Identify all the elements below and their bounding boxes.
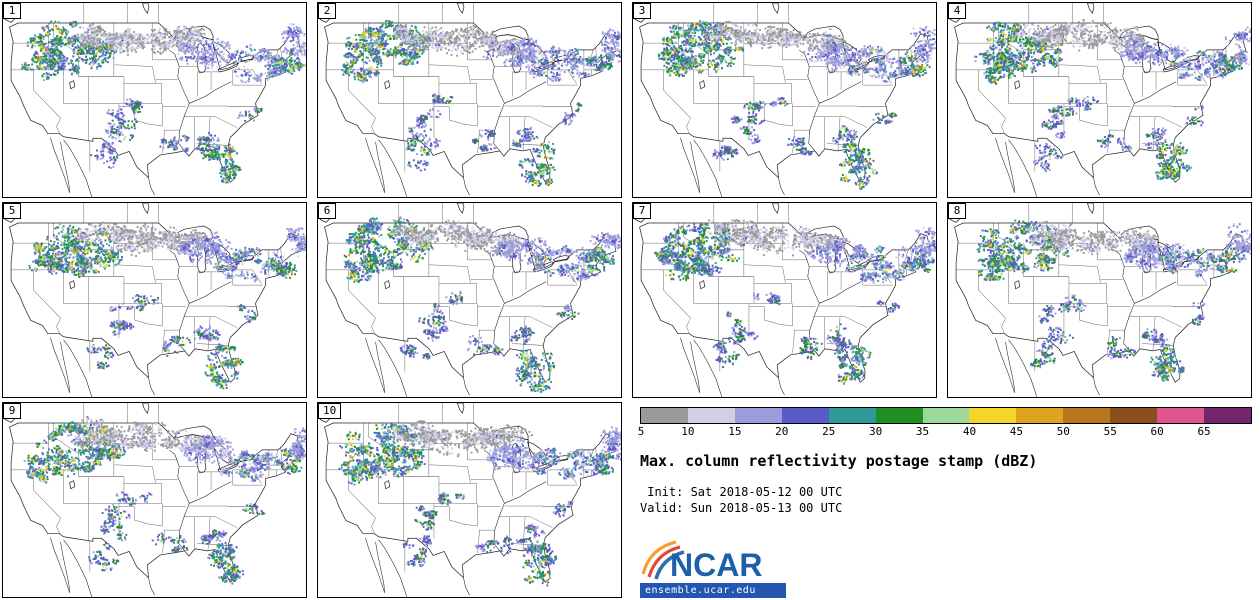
ncar-logo: NCAR ensemble.ucar.edu	[640, 536, 800, 598]
colorbar-tick-label: 25	[822, 425, 836, 438]
colorbar-tick-label: 65	[1197, 425, 1211, 438]
panel: 3	[632, 2, 937, 198]
figure-title: Max. column reflectivity postage stamp (…	[640, 452, 1038, 470]
panel-number-label: 3	[633, 3, 651, 19]
colorbar-tick-label: 45	[1009, 425, 1023, 438]
colorbar-segment	[922, 408, 970, 423]
colorbar-segment	[828, 408, 876, 423]
init-time: Init: Sat 2018-05-12 00 UTC	[640, 485, 843, 499]
legend: 5 10 15 20 25 30 35 40 45 50 55 60 65 Max. column re…	[632, 402, 1260, 598]
panel: 5	[2, 202, 307, 398]
panel-number-label: 9	[3, 403, 21, 419]
colorbar-tick-label: 15	[728, 425, 742, 438]
colorbar-tick-label: 30	[868, 425, 883, 438]
colorbar-segment	[781, 408, 829, 423]
colorbar-tick-label: 5	[637, 425, 645, 438]
panel: 9	[2, 402, 307, 598]
colorbar-tick-label: 55	[1103, 425, 1117, 438]
panel-number-label: 10	[318, 403, 342, 419]
reflectivity-map-canvas	[318, 203, 621, 397]
panel-number-label: 2	[318, 3, 336, 19]
panel: 4	[947, 2, 1252, 198]
panel-number-label: 8	[948, 203, 966, 219]
colorbar-segment	[1157, 408, 1205, 423]
panel-number-label: 5	[3, 203, 21, 219]
ncar-logo-graphic: NCAR	[641, 540, 762, 583]
reflectivity-map-canvas	[633, 3, 936, 197]
reflectivity-map-canvas	[3, 403, 306, 597]
colorbar-segment	[1204, 408, 1251, 423]
panel: 8	[947, 202, 1252, 398]
panel: 2	[317, 2, 622, 198]
ncar-logo-text: NCAR	[670, 547, 762, 583]
panel: 1	[2, 2, 307, 198]
panel: 7	[632, 202, 937, 398]
panel-number-label: 7	[633, 203, 651, 219]
colorbar-segment	[1016, 408, 1064, 423]
colorbar-ticks: 5 10 15 20 25 30 35 40 45 50 55 60 65	[637, 424, 1252, 439]
colorbar-tick-label: 50	[1056, 425, 1070, 438]
reflectivity-map-canvas	[318, 403, 621, 597]
logo-site-strip: ensemble.ucar.edu	[640, 583, 786, 598]
colorbar-tick-label: 40	[962, 425, 977, 438]
colorbar-segment	[687, 408, 735, 423]
reflectivity-map-canvas	[3, 203, 306, 397]
reflectivity-map-canvas	[948, 3, 1251, 197]
colorbar-segment	[1063, 408, 1111, 423]
colorbar-tick-label: 35	[915, 425, 930, 438]
colorbar-tick-label: 20	[775, 425, 789, 438]
colorbar-tick-label: 60	[1150, 425, 1164, 438]
panel-number-label: 1	[3, 3, 21, 19]
colorbar-segment	[1110, 408, 1158, 423]
reflectivity-map-canvas	[3, 3, 306, 197]
reflectivity-map-canvas	[948, 203, 1251, 397]
panel-number-label: 6	[318, 203, 336, 219]
colorbar-segment	[734, 408, 782, 423]
colorbar	[640, 407, 1252, 424]
reflectivity-map-canvas	[318, 3, 621, 197]
panel: 6	[317, 202, 622, 398]
colorbar-tick-label: 10	[681, 425, 695, 438]
colorbar-segment	[969, 408, 1017, 423]
panel-number-label: 4	[948, 3, 966, 19]
colorbar-segment	[875, 408, 923, 423]
ncar-swoosh-icon	[641, 540, 685, 580]
panel: 10	[317, 402, 622, 598]
colorbar-segment	[641, 408, 688, 423]
valid-time: Valid: Sun 2018-05-13 00 UTC	[640, 500, 843, 515]
reflectivity-map-canvas	[633, 203, 936, 397]
